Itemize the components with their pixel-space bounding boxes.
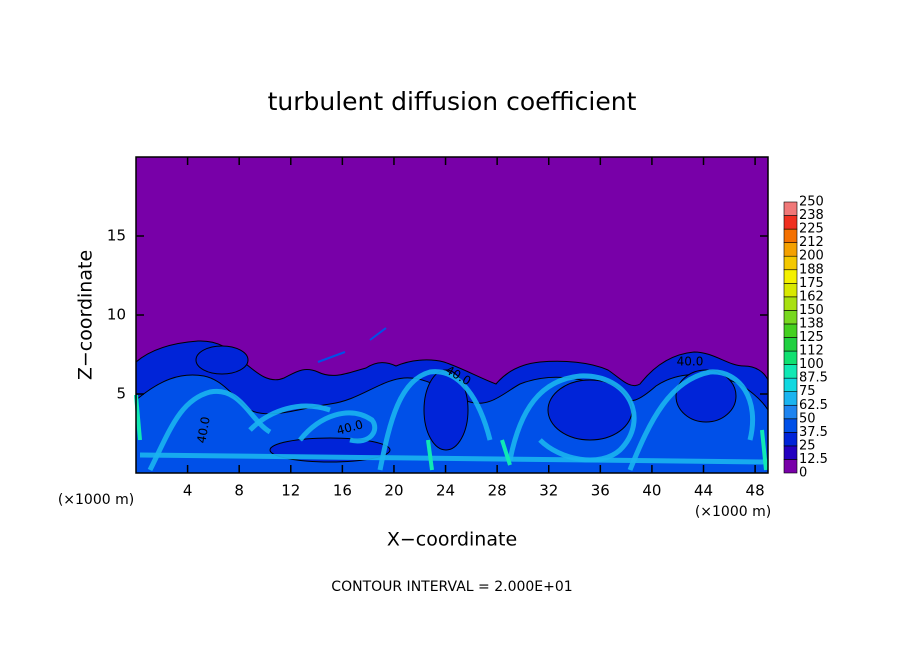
colorbar-swatch [783, 337, 798, 352]
x-tick-label: 36 [591, 482, 610, 500]
y-tick-label: 10 [107, 306, 126, 324]
x-tick-label: 28 [488, 482, 507, 500]
chart-title: turbulent diffusion coefficient [268, 87, 637, 116]
contour-region [195, 345, 249, 375]
colorbar-label: 162 [799, 289, 824, 304]
colorbar-swatch [783, 377, 798, 392]
contour-field: 40.040.040.040.0 [134, 157, 769, 474]
colorbar-swatch [783, 323, 798, 338]
colorbar-label: 250 [799, 195, 824, 210]
colorbar-swatch [783, 310, 798, 325]
contour-region [760, 429, 768, 471]
colorbar-swatch [783, 215, 798, 230]
colorbar-label: 75 [799, 384, 816, 399]
colorbar-label: 212 [799, 235, 824, 250]
x-unit-label: (×1000 m) [58, 492, 134, 508]
colorbar-label: 188 [799, 262, 824, 277]
colorbar-swatch [783, 282, 798, 298]
colorbar-swatch [783, 201, 798, 216]
contour-region [147, 388, 272, 472]
colorbar-swatch [783, 445, 798, 460]
colorbar-swatch [783, 242, 798, 257]
colorbar-label: 87.5 [799, 371, 828, 386]
colorbar-swatch [783, 269, 798, 284]
colorbar-label: 150 [799, 303, 824, 318]
colorbar-swatch [783, 418, 798, 433]
colorbar-label: 112 [799, 344, 824, 359]
contour-region [627, 369, 756, 471]
contour-region [298, 410, 378, 444]
contour-region [317, 327, 387, 363]
colorbar-swatch [783, 228, 798, 243]
x-axis-title: X−coordinate [387, 529, 517, 551]
colorbar-label: 175 [799, 276, 824, 291]
x-tick-label: 48 [746, 482, 765, 500]
contour-region [248, 403, 331, 432]
colorbar-label: 225 [799, 222, 824, 237]
contour-region [500, 439, 512, 466]
contour-region [426, 439, 434, 471]
contour-region [139, 452, 769, 465]
colorbar-swatch [783, 432, 798, 447]
colorbar-label: 100 [799, 357, 824, 372]
y-tick-label: 15 [107, 227, 126, 245]
colorbar-label: 37.5 [799, 425, 828, 440]
colorbar-label: 62.5 [799, 398, 828, 413]
contour-label: 40.0 [194, 416, 212, 445]
x-tick-label: 44 [694, 482, 713, 500]
colorbar-label: 125 [799, 330, 824, 345]
y-tick-label: 5 [116, 385, 126, 403]
contour-region [423, 369, 469, 451]
colorbar-swatch [783, 255, 798, 271]
contour-label: 40.0 [335, 417, 364, 437]
contour-region [377, 369, 493, 471]
x-tick-label: 40 [642, 482, 661, 500]
colorbar-label: 200 [799, 249, 824, 264]
contour-region [675, 369, 737, 423]
colorbar-label: 238 [799, 208, 824, 223]
x-unit-label: (×1000 m) [695, 504, 771, 520]
footer-note: CONTOUR INTERVAL = 2.000E+01 [331, 579, 572, 595]
x-tick-label: 24 [436, 482, 455, 500]
x-tick-label: 8 [234, 482, 244, 500]
colorbar-swatch [783, 296, 798, 311]
colorbar-label: 25 [799, 438, 816, 453]
colorbar-label: 12.5 [799, 452, 828, 467]
x-tick-label: 4 [183, 482, 193, 500]
x-tick-label: 16 [333, 482, 352, 500]
colorbar-label: 0 [799, 466, 807, 481]
x-tick-label: 32 [539, 482, 558, 500]
x-tick-label: 20 [384, 482, 403, 500]
colorbar-swatch [783, 350, 798, 365]
colorbar-swatch [783, 391, 798, 406]
y-axis-title: Z−coordinate [75, 250, 97, 380]
colorbar-label: 50 [799, 411, 816, 426]
contour-label: 40.0 [677, 355, 704, 369]
x-tick-label: 12 [281, 482, 300, 500]
colorbar-swatch [783, 364, 798, 379]
colorbar-swatch [783, 404, 798, 420]
colorbar-label: 138 [799, 316, 824, 331]
colorbar: 012.52537.55062.57587.510011212513815016… [783, 195, 828, 481]
colorbar-swatch [783, 459, 798, 474]
